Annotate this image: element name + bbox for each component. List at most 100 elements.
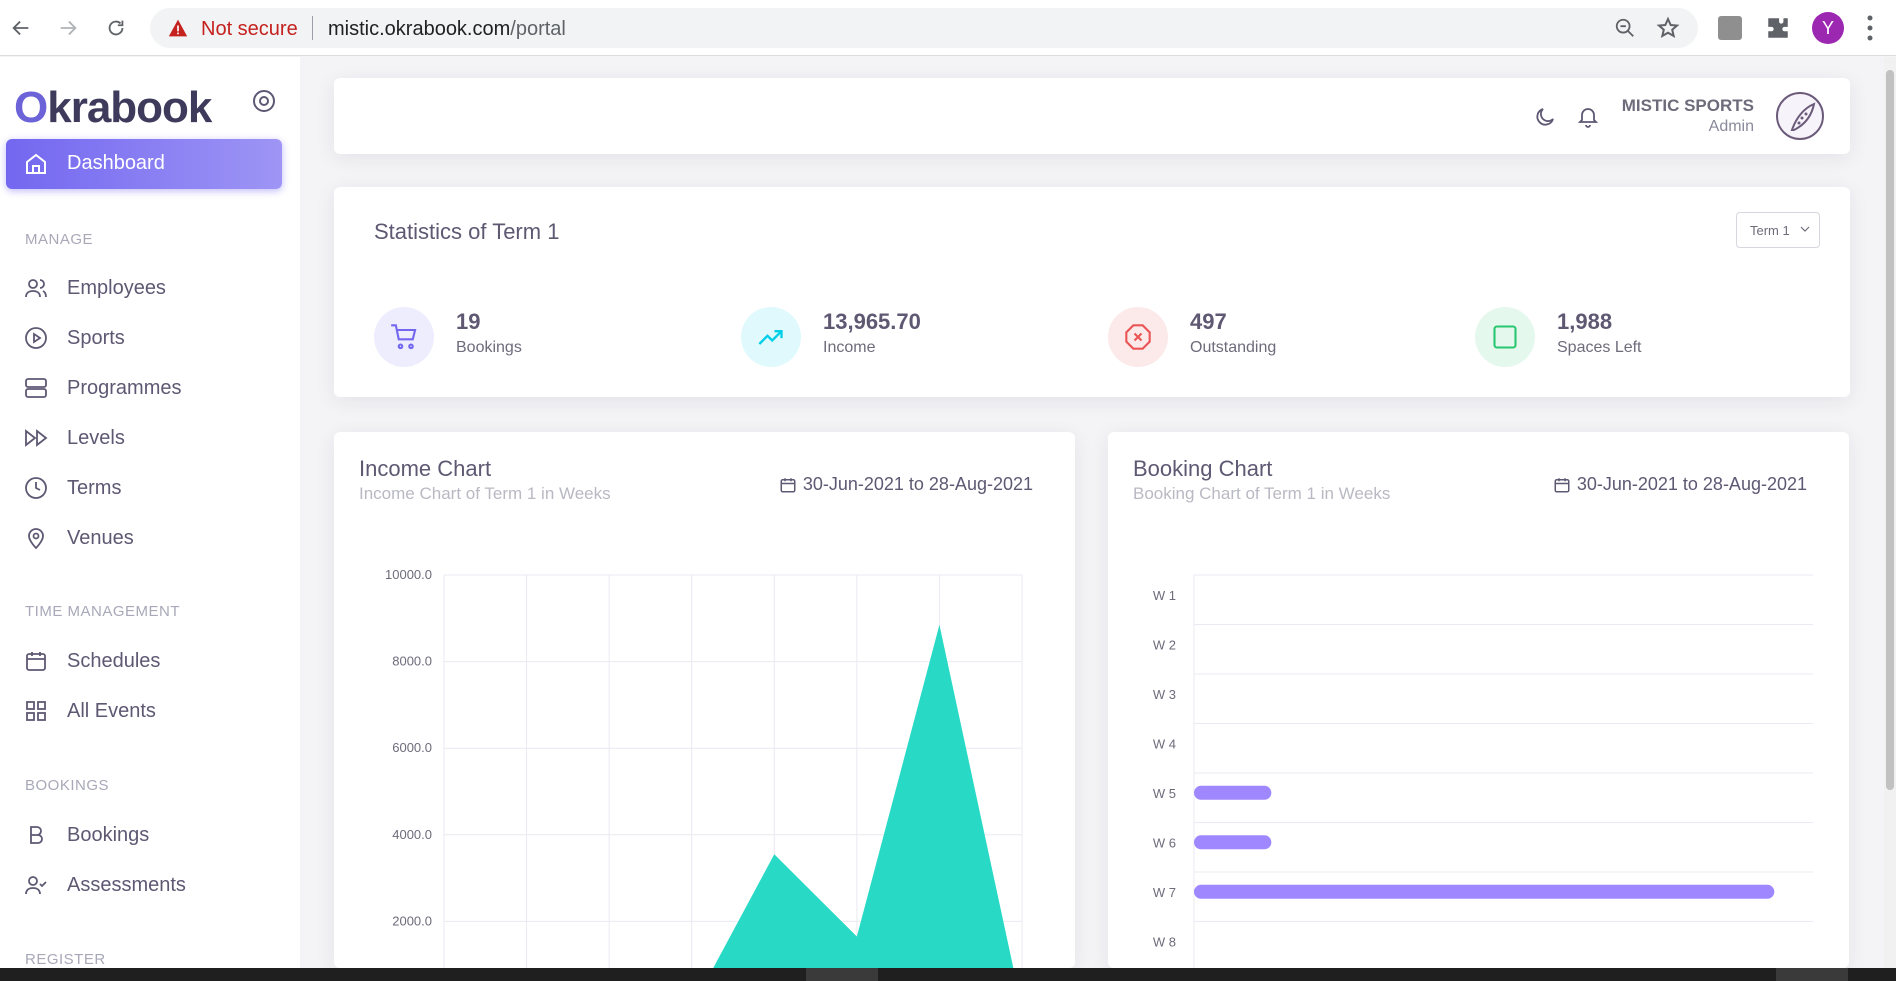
booking-bar [1194,785,1272,800]
bell-icon[interactable] [1576,104,1600,128]
calendar-icon [26,652,46,671]
booking-chart-subtitle: Booking Chart of Term 1 in Weeks [1133,484,1391,503]
fast-forward-icon [25,429,48,447]
user-role: Admin [1708,118,1754,135]
sidebar-item-label: Venues [67,527,134,549]
taskbar [0,968,1896,981]
avatar[interactable] [1776,92,1824,140]
stat-icon-circle [374,307,434,367]
stat-label: Income [823,339,876,356]
y-tick-label: 10000.0 [385,567,432,582]
stat-income: 13,965.70 Income [741,307,1041,369]
square-icon [1493,325,1517,349]
sidebar-item-label: Levels [67,427,125,449]
stat-label: Spaces Left [1557,339,1642,356]
pdf-extension-icon[interactable] [1718,16,1742,40]
stat-icon-circle [1475,307,1535,367]
sidebar-item-label: Terms [67,477,122,499]
stat-bookings: 19 Bookings [374,307,674,369]
y-tick-label: 6000.0 [392,740,432,755]
extensions-puzzle-icon[interactable] [1765,15,1791,41]
forward-button[interactable] [53,13,83,43]
category-label: W 2 [1153,637,1176,652]
booking-bar [1194,835,1272,850]
stat-value: 13,965.70 [823,309,921,334]
income-chart-title: Income Chart [359,456,492,481]
term-select-value: Term 1 [1750,223,1790,238]
browser-toolbar: Not secure mistic.okrabook.com/portal Y [0,0,1896,56]
sidebar-item-programmes[interactable]: Programmes [0,368,300,408]
home-icon [26,153,46,174]
play-circle-icon [25,327,47,349]
category-label: W 3 [1153,687,1176,702]
sidebar-item-venues[interactable]: Venues [0,518,300,558]
sidebar-item-schedules[interactable]: Schedules [0,641,300,681]
booking-chart-title: Booking Chart [1133,456,1273,481]
okrabook-logo[interactable]: Okrabook [14,83,212,132]
zoom-out-icon[interactable] [1614,17,1636,39]
sidebar-item-bookings[interactable]: Bookings [0,815,300,855]
category-label: W 8 [1153,934,1176,949]
warning-icon [168,19,188,37]
sidebar-item-terms[interactable]: Terms [0,468,300,508]
category-label: W 7 [1153,885,1176,900]
date-range-text: 30-Jun-2021 to 28-Aug-2021 [802,474,1033,494]
address-bar[interactable]: Not secure mistic.okrabook.com/portal [150,8,1698,48]
taskbar-item[interactable] [1776,968,1848,981]
sidebar-item-label: All Events [67,700,156,722]
reload-button[interactable] [101,13,131,43]
booking-bar [1194,884,1775,899]
sidebar-item-label: Sports [67,327,125,349]
url-text: mistic.okrabook.com/portal [328,18,566,40]
shopping-cart-icon [391,324,417,350]
profile-avatar[interactable]: Y [1812,12,1844,44]
stat-icon-circle [1108,307,1168,367]
sidebar-item-label: Bookings [67,824,150,846]
term-select[interactable]: Term 1 [1736,212,1820,248]
stat-outstanding: 497 Outstanding [1108,307,1408,369]
date-range-text: 30-Jun-2021 to 28-Aug-2021 [1576,474,1807,494]
page-scrollbar-thumb[interactable] [1886,70,1894,790]
sidebar-item-dashboard[interactable]: Dashboard [6,139,282,189]
stat-spaces-left: 1,988 Spaces Left [1475,307,1775,369]
divider [312,16,313,40]
sidebar-item-levels[interactable]: Levels [0,418,300,458]
sidebar-item-all-events[interactable]: All Events [0,691,300,731]
income-date-range[interactable]: 30-Jun-2021 to 28-Aug-2021 [779,474,1033,495]
statistics-card: Statistics of Term 1 Term 1 19 Bookings … [334,187,1850,397]
back-button[interactable] [6,13,36,43]
sidebar-item-label: Assessments [67,874,186,896]
map-pin-icon [28,528,44,550]
stat-label: Bookings [456,339,522,356]
sidebar-item-employees[interactable]: Employees [0,268,300,308]
stat-icon-circle [741,307,801,367]
stat-label: Outstanding [1190,339,1277,356]
arrow-right-icon [60,20,77,36]
statistics-title: Statistics of Term 1 [374,219,560,244]
moon-icon[interactable] [1533,105,1557,129]
sidebar-item-sports[interactable]: Sports [0,318,300,358]
section-bookings: BOOKINGS [25,777,110,794]
user-check-icon [25,876,47,895]
menu-kebab-icon[interactable] [1866,14,1874,42]
category-label: W 5 [1153,786,1176,801]
income-chart-subtitle: Income Chart of Term 1 in Weeks [359,484,611,503]
category-label: W 4 [1153,736,1176,751]
sidebar-item-assessments[interactable]: Assessments [0,865,300,905]
stat-value: 1,988 [1557,309,1613,334]
bold-b-icon [30,826,43,844]
calendar-icon [780,477,796,492]
reload-icon [108,20,124,36]
trending-up-icon [758,330,783,345]
collapse-toggle-icon[interactable] [252,89,276,113]
section-register: REGISTER [25,951,106,968]
booking-date-range[interactable]: 30-Jun-2021 to 28-Aug-2021 [1553,474,1807,495]
y-tick-label: 4000.0 [392,827,432,842]
category-label: W 1 [1153,588,1176,603]
stat-value: 19 [456,309,481,334]
bookmark-star-icon[interactable] [1656,16,1680,40]
clock-icon [25,477,47,499]
calendar-icon [1554,477,1570,492]
taskbar-item[interactable] [806,968,878,981]
